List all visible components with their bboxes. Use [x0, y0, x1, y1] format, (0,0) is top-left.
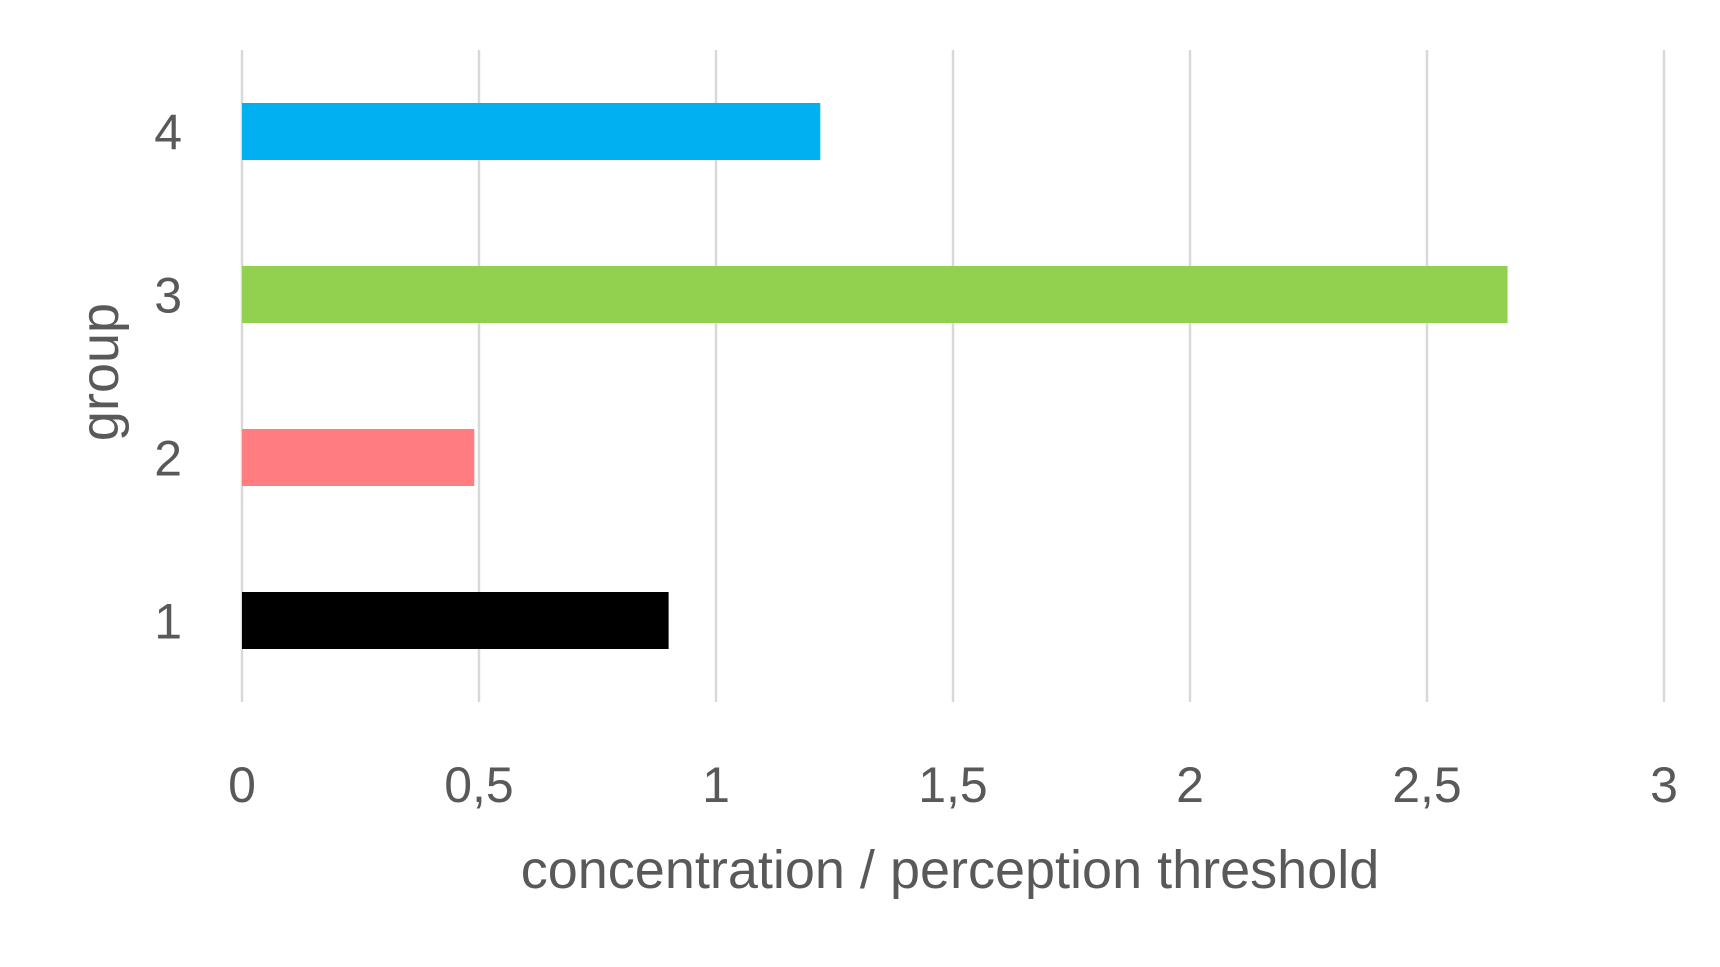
- x-tick-label: 2,5: [1392, 757, 1462, 813]
- x-axis-title: concentration / perception threshold: [521, 840, 1380, 900]
- x-tick-label: 1: [702, 757, 730, 813]
- x-tick-label: 0,5: [444, 757, 514, 813]
- bar-group-4: [242, 103, 821, 160]
- x-axis-tick-labels: 0 0,5 1 1,5 2 2,5 3: [228, 757, 1678, 813]
- y-tick-label: 2: [154, 431, 182, 487]
- bars: [242, 103, 1508, 649]
- x-tick-label: 3: [1650, 757, 1678, 813]
- y-tick-label: 3: [154, 268, 182, 324]
- x-tick-label: 2: [1176, 757, 1204, 813]
- bar-group-1: [242, 592, 669, 649]
- x-tick-label: 1,5: [918, 757, 988, 813]
- y-tick-label: 1: [154, 594, 182, 650]
- bar-group-3: [242, 266, 1508, 323]
- y-axis-title: group: [70, 303, 130, 441]
- y-tick-label: 4: [154, 105, 182, 161]
- x-tick-label: 0: [228, 757, 256, 813]
- y-axis-tick-labels: 1 2 3 4: [154, 105, 182, 650]
- bar-group-2: [242, 429, 475, 486]
